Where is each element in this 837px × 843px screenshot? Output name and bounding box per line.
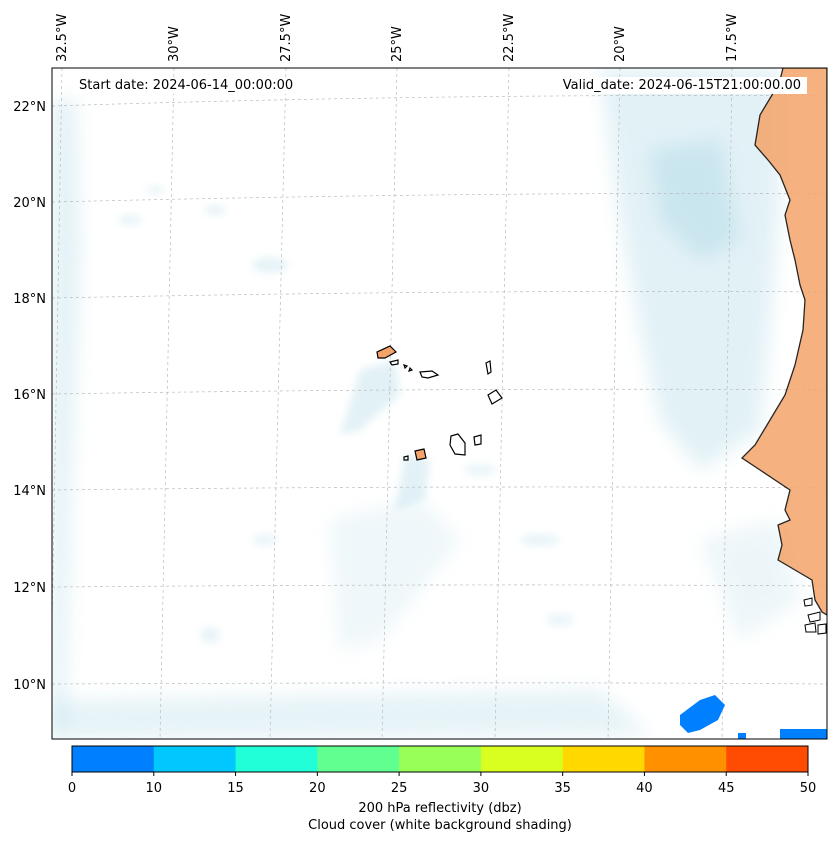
lon-label: 27.5°W xyxy=(279,14,294,62)
colorbar-segment xyxy=(562,746,645,772)
colorbar-segment xyxy=(399,746,482,772)
colorbar-segment xyxy=(726,746,809,772)
colorbar-segment xyxy=(235,746,318,772)
coastal-islets xyxy=(803,597,827,635)
lon-label: 17.5°W xyxy=(725,14,740,62)
lat-label: 14°N xyxy=(13,484,46,499)
colorbar-segment xyxy=(72,746,155,772)
lat-label: 22°N xyxy=(13,100,46,115)
african-coast-land xyxy=(740,68,827,616)
lon-label: 20°W xyxy=(613,26,628,62)
start-date-label: Start date: 2024-06-14_00:00:00 xyxy=(73,77,300,94)
valid-date-label: Valid_date: 2024-06-15T21:00:00.00 xyxy=(556,77,807,94)
graticule xyxy=(52,68,827,739)
lat-label: 20°N xyxy=(13,196,46,211)
colorbar-segment xyxy=(480,746,564,772)
colorbar-segment xyxy=(644,746,727,772)
cape-verde-islands xyxy=(376,345,503,461)
lon-label: 25°W xyxy=(390,26,405,62)
lat-label: 18°N xyxy=(13,292,46,307)
lon-label: 32.5°W xyxy=(55,14,70,62)
colorbar-segment xyxy=(153,746,237,772)
lat-label: 12°N xyxy=(13,581,46,596)
lon-label: 30°W xyxy=(167,26,182,62)
colorbar xyxy=(71,745,809,776)
colorbar-frame xyxy=(71,745,809,773)
lon-label: 22.5°W xyxy=(502,14,517,62)
reflectivity-blobs xyxy=(680,695,827,739)
colorbar-segment xyxy=(317,746,400,772)
lat-label: 16°N xyxy=(13,388,46,403)
map-frame xyxy=(51,67,828,740)
longitude-labels: 32.5°W 30°W 27.5°W 25°W 22.5°W 20°W 17.5… xyxy=(55,14,740,62)
lat-label: 10°N xyxy=(13,678,46,693)
latitude-labels: 22°N 20°N 18°N 16°N 14°N 12°N 10°N xyxy=(13,100,46,693)
